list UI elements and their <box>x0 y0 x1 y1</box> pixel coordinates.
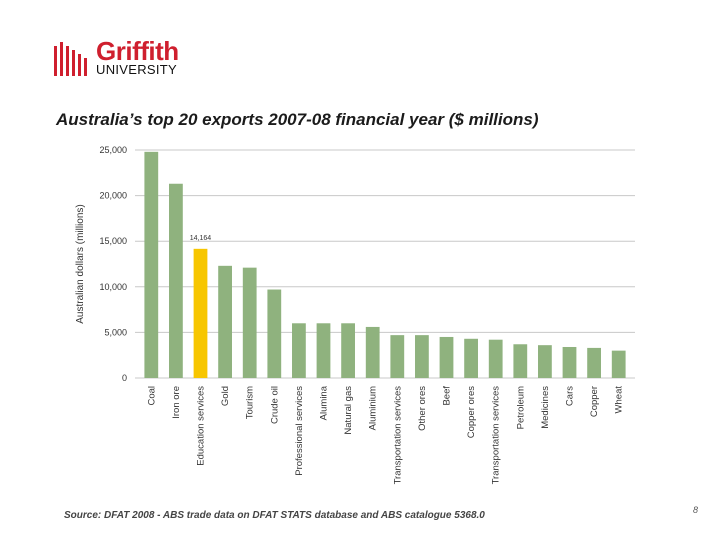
bar <box>169 183 183 378</box>
x-tick-label: Education services <box>196 386 207 466</box>
y-tick-label: 10,000 <box>99 282 127 292</box>
y-tick-label: 0 <box>122 373 127 383</box>
griffith-logo <box>54 42 87 76</box>
bar-chart: 0 5,000 10,000 15,000 20,000 25,000 Australian… <box>75 145 635 485</box>
bar <box>390 335 405 378</box>
bar <box>365 326 380 378</box>
x-tick-label: Iron ore <box>171 386 182 419</box>
x-tick-label: Copper ores <box>466 386 477 439</box>
x-tick-label: Copper <box>589 386 600 417</box>
logo-wordmark: Griffith <box>96 36 179 66</box>
source-note: Source: DFAT 2008 - ABS trade data on DF… <box>64 510 485 521</box>
bar <box>488 339 503 378</box>
y-tick-label: 25,000 <box>99 145 127 155</box>
x-tick-label: Other ores <box>417 386 428 431</box>
bar <box>464 338 478 378</box>
x-tick-label: Beef <box>442 386 453 406</box>
bar <box>562 346 577 378</box>
bar <box>415 335 429 378</box>
bar <box>439 336 454 378</box>
bar <box>587 347 601 378</box>
x-tick-label: Cars <box>565 386 576 406</box>
x-tick-label: Professional services <box>294 386 305 476</box>
bar <box>513 344 528 378</box>
bar <box>611 350 626 378</box>
x-tick-label: Aluminium <box>368 386 379 430</box>
bar <box>242 267 257 378</box>
bar <box>292 323 306 378</box>
bar <box>267 289 282 378</box>
x-tick-label: Coal <box>146 386 157 406</box>
x-tick-label: Wheat <box>614 386 625 414</box>
logo-subtitle: UNIVERSITY <box>96 62 178 77</box>
chart-title: Australia’s top 20 exports 2007-08 finan… <box>56 110 539 129</box>
y-axis-label: Australian dollars (millions) <box>75 204 86 323</box>
y-tick-label: 15,000 <box>99 236 127 246</box>
y-tick-label: 20,000 <box>99 191 127 201</box>
page-number: 8 <box>693 505 699 515</box>
bar <box>144 151 159 378</box>
x-tick-label: Natural gas <box>343 386 354 435</box>
x-tick-label: Alumina <box>319 385 330 420</box>
x-tick-label: Medicines <box>540 386 551 429</box>
x-tick-label: Petroleum <box>515 386 526 429</box>
x-tick-label: Crude oil <box>269 386 280 424</box>
bar <box>316 323 331 378</box>
x-tick-label: Transportation services <box>392 386 403 485</box>
x-tick-label: Transportation services <box>491 386 502 485</box>
x-tick-label: Gold <box>220 386 231 406</box>
data-label: 14,164 <box>190 235 212 242</box>
bar <box>341 323 355 378</box>
bar <box>193 248 208 378</box>
y-tick-label: 5,000 <box>104 327 127 337</box>
bar <box>218 265 232 378</box>
bar <box>538 345 552 378</box>
griffith-emblem-icon <box>54 42 87 76</box>
x-tick-label: Tourism <box>245 386 256 419</box>
